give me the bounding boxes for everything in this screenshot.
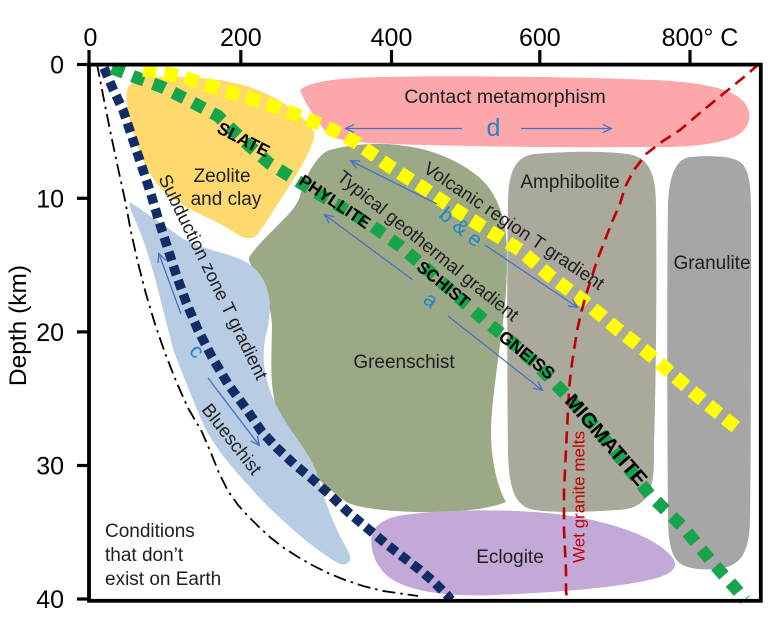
svg-text:0: 0: [50, 52, 64, 80]
svg-text:0: 0: [84, 24, 98, 52]
svg-text:Greenschist: Greenschist: [353, 352, 455, 373]
svg-text:that don’t: that don’t: [105, 545, 184, 566]
svg-text:Depth (km): Depth (km): [5, 265, 32, 386]
svg-text:40: 40: [36, 586, 64, 614]
svg-text:d: d: [487, 114, 501, 142]
svg-text:20: 20: [36, 319, 64, 347]
svg-text:exist on Earth: exist on Earth: [105, 569, 221, 590]
svg-text:Zeolite: Zeolite: [193, 166, 250, 187]
svg-text:400: 400: [371, 24, 413, 52]
svg-text:800° C: 800° C: [662, 24, 739, 52]
svg-text:30: 30: [36, 453, 64, 481]
svg-text:Granulite: Granulite: [673, 253, 750, 274]
svg-text:Contact metamorphism: Contact metamorphism: [404, 86, 606, 108]
svg-text:10: 10: [36, 185, 64, 213]
svg-text:Eclogite: Eclogite: [476, 547, 544, 568]
svg-text:Conditions: Conditions: [105, 521, 195, 542]
svg-text:200: 200: [220, 24, 262, 52]
svg-text:Amphibolite: Amphibolite: [520, 172, 619, 193]
svg-text:Wet granite melts: Wet granite melts: [570, 431, 589, 563]
svg-text:and clay: and clay: [191, 189, 262, 210]
svg-text:600: 600: [519, 24, 561, 52]
